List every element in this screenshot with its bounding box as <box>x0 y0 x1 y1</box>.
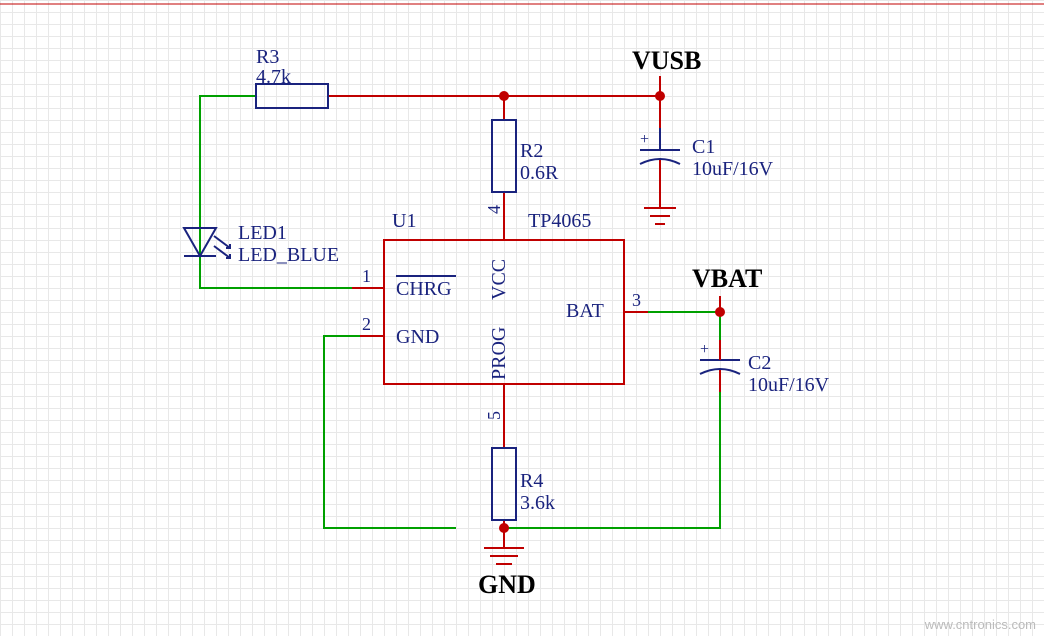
r4-ref: R4 <box>520 470 543 493</box>
gnd-label: GND <box>478 570 536 600</box>
pin-chrg: CHRG <box>396 278 452 301</box>
r4-val: 3.6k <box>520 492 555 515</box>
led1-val: LED_BLUE <box>238 244 339 267</box>
pin4-num: 4 <box>484 205 505 214</box>
pin1-num: 1 <box>362 266 371 287</box>
c1-val: 10uF/16V <box>692 158 773 181</box>
c2-val: 10uF/16V <box>748 374 829 397</box>
watermark: www.cntronics.com <box>925 617 1036 632</box>
r2-ref: R2 <box>520 140 543 163</box>
svg-text:+: + <box>700 341 709 358</box>
schematic-svg: + + <box>0 0 1044 636</box>
led1-ref: LED1 <box>238 222 287 245</box>
r3-val: 4.7k <box>256 66 291 89</box>
c2-ref: C2 <box>748 352 771 375</box>
pin5-num: 5 <box>484 411 505 420</box>
svg-text:+: + <box>640 131 649 148</box>
r2-val: 0.6R <box>520 162 558 185</box>
u1-val: TP4065 <box>528 210 591 233</box>
u1-ref: U1 <box>392 210 416 233</box>
pin-vcc: VCC <box>488 259 511 300</box>
pin-bat: BAT <box>566 300 604 323</box>
pin3-num: 3 <box>632 290 641 311</box>
pin2-num: 2 <box>362 314 371 335</box>
pin-prog: PROG <box>488 327 511 380</box>
vusb-label: VUSB <box>632 46 701 76</box>
vbat-label: VBAT <box>692 264 762 294</box>
pin-gnd: GND <box>396 326 439 349</box>
c1-ref: C1 <box>692 136 715 159</box>
schematic-canvas: + + R3 4.7k LED1 LED_BLUE U1 TP4065 R2 0… <box>0 0 1044 636</box>
